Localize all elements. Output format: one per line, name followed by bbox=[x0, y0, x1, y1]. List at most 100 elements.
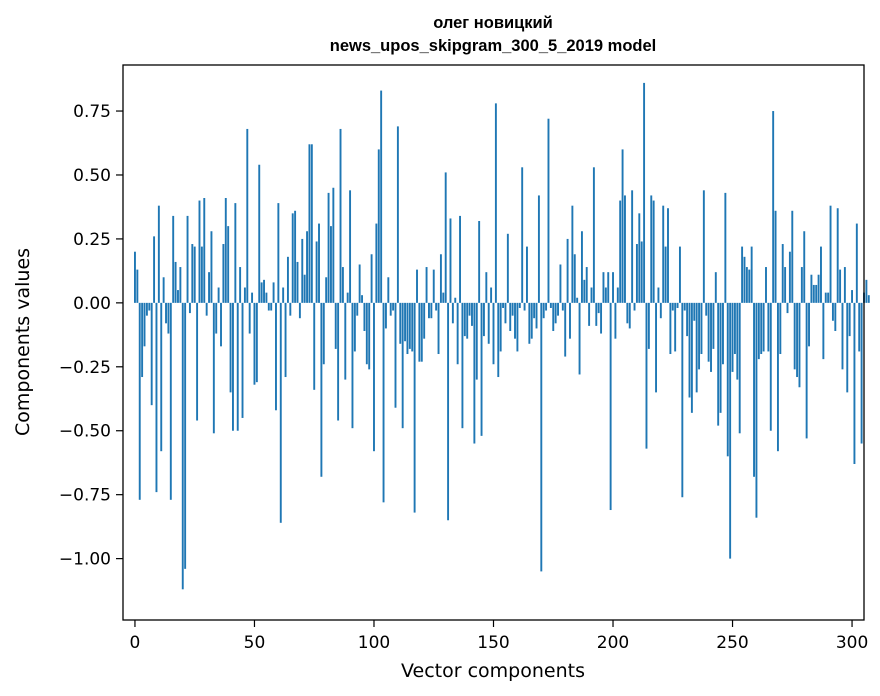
y-tick-label: −1.00 bbox=[59, 550, 111, 570]
bar-230 bbox=[683, 302, 686, 311]
bar-255 bbox=[743, 256, 746, 303]
bar-284 bbox=[812, 284, 815, 303]
bar-278 bbox=[798, 302, 801, 388]
bar-29 bbox=[203, 198, 206, 303]
bar-46 bbox=[243, 287, 246, 303]
bar-82 bbox=[330, 226, 332, 303]
bar-188 bbox=[583, 279, 586, 303]
bar-86 bbox=[339, 128, 342, 303]
bar-251 bbox=[733, 302, 736, 355]
bar-153 bbox=[499, 302, 502, 352]
bar-190 bbox=[588, 302, 591, 326]
bar-22 bbox=[186, 215, 189, 303]
bar-159 bbox=[514, 302, 516, 339]
bar-75 bbox=[313, 302, 316, 390]
bar-27 bbox=[198, 200, 201, 303]
bar-233 bbox=[690, 302, 693, 413]
bar-192 bbox=[592, 167, 595, 303]
bar-206 bbox=[626, 302, 629, 324]
bar-78 bbox=[320, 302, 323, 477]
bar-85 bbox=[337, 302, 340, 421]
bar-270 bbox=[779, 302, 782, 355]
bar-24 bbox=[191, 244, 194, 303]
bar-36 bbox=[220, 302, 222, 347]
bar-274 bbox=[788, 251, 791, 303]
bar-151 bbox=[494, 103, 497, 303]
bar-168 bbox=[535, 302, 538, 329]
bar-56 bbox=[267, 302, 270, 311]
bar-182 bbox=[569, 302, 571, 339]
bar-191 bbox=[590, 287, 593, 303]
bar-84 bbox=[334, 302, 337, 349]
x-tick-label: 300 bbox=[836, 633, 868, 653]
y-tick-label: 0.25 bbox=[73, 230, 111, 250]
bar-103 bbox=[380, 90, 383, 303]
bar-239 bbox=[705, 302, 708, 316]
bar-201 bbox=[614, 302, 617, 339]
bar-224 bbox=[669, 302, 672, 355]
bar-98 bbox=[368, 302, 371, 370]
bar-112 bbox=[401, 302, 404, 429]
bar-8 bbox=[153, 236, 156, 303]
bar-40 bbox=[229, 302, 232, 393]
bar-158 bbox=[511, 302, 514, 316]
bar-222 bbox=[664, 246, 667, 303]
bar-70 bbox=[301, 238, 304, 303]
bar-156 bbox=[506, 233, 509, 303]
bar-14 bbox=[167, 302, 170, 334]
bar-257 bbox=[748, 269, 751, 303]
bar-105 bbox=[384, 302, 387, 329]
bar-241 bbox=[710, 302, 712, 372]
bar-58 bbox=[272, 282, 275, 303]
bar-164 bbox=[526, 246, 528, 303]
bar-293 bbox=[834, 302, 837, 331]
bar-53 bbox=[260, 282, 263, 303]
bar-16 bbox=[172, 215, 175, 303]
bar-194 bbox=[597, 302, 600, 314]
x-tick-label: 200 bbox=[597, 633, 629, 653]
x-tick-label: 100 bbox=[358, 633, 390, 653]
bar-130 bbox=[444, 172, 447, 303]
bar-193 bbox=[595, 302, 598, 326]
bar-97 bbox=[365, 302, 368, 365]
bar-110 bbox=[396, 126, 399, 303]
bar-80 bbox=[325, 277, 328, 303]
bar-59 bbox=[275, 302, 277, 411]
bar-292 bbox=[831, 302, 834, 321]
bar-272 bbox=[784, 267, 787, 303]
bar-13 bbox=[165, 302, 167, 324]
bar-67 bbox=[294, 210, 297, 303]
bar-54 bbox=[263, 279, 265, 303]
bar-258 bbox=[750, 246, 753, 303]
bar-195 bbox=[600, 302, 603, 334]
bar-214 bbox=[645, 302, 648, 449]
bar-101 bbox=[375, 223, 378, 303]
bar-217 bbox=[652, 200, 655, 303]
bar-120 bbox=[420, 302, 423, 362]
bar-176 bbox=[554, 302, 557, 324]
bar-87 bbox=[341, 267, 344, 303]
bar-21 bbox=[184, 302, 187, 569]
bar-60 bbox=[277, 203, 280, 303]
bar-301 bbox=[853, 302, 856, 464]
bar-240 bbox=[707, 302, 710, 362]
bar-1 bbox=[136, 269, 139, 303]
bar-147 bbox=[485, 272, 488, 303]
y-tick-label: −0.75 bbox=[59, 486, 111, 506]
bar-298 bbox=[846, 302, 849, 393]
bar-205 bbox=[624, 195, 626, 303]
bar-61 bbox=[279, 302, 282, 523]
bar-7 bbox=[150, 302, 153, 406]
bar-26 bbox=[196, 302, 199, 421]
bar-122 bbox=[425, 267, 428, 303]
bar-175 bbox=[552, 302, 555, 331]
bar-189 bbox=[585, 267, 588, 303]
bar-237 bbox=[700, 302, 703, 355]
bar-107 bbox=[389, 302, 392, 316]
bar-267 bbox=[772, 111, 775, 303]
bar-256 bbox=[745, 267, 748, 303]
bar-254 bbox=[741, 246, 744, 303]
bar-71 bbox=[303, 274, 306, 303]
bar-140 bbox=[468, 302, 471, 316]
bar-152 bbox=[497, 302, 500, 378]
